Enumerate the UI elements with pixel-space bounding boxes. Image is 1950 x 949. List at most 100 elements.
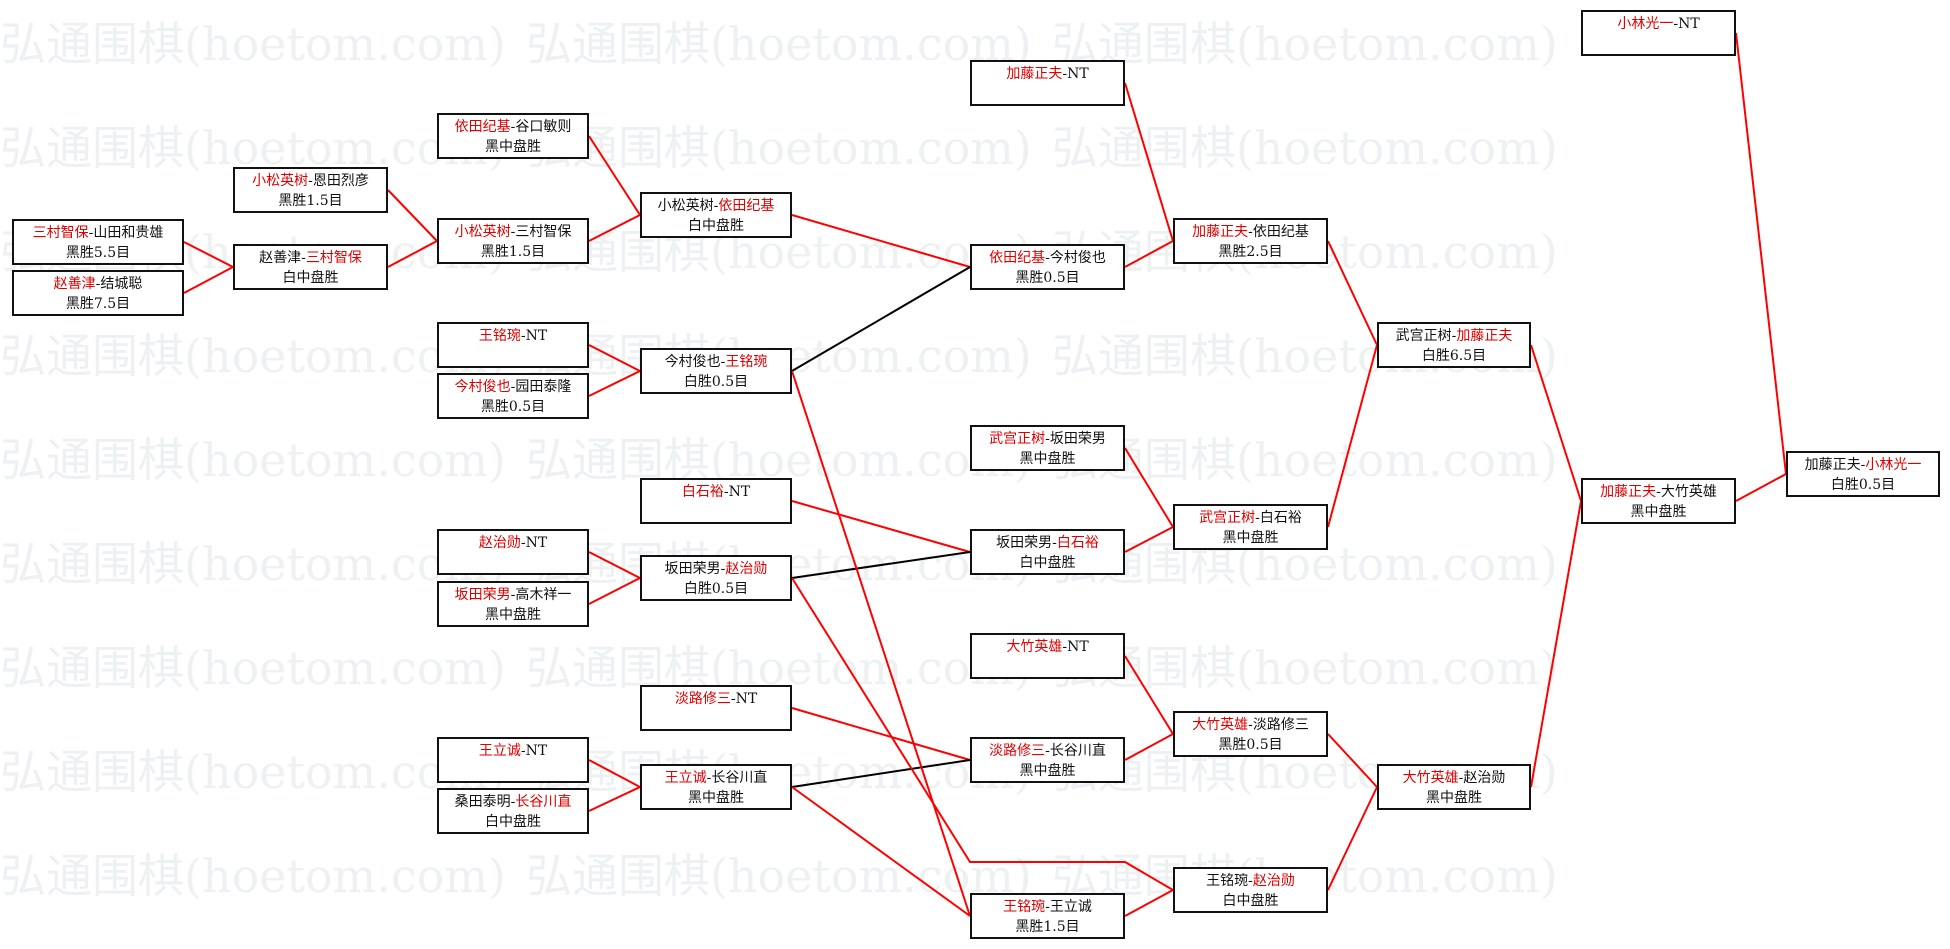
winner-connector-line <box>1735 473 1787 502</box>
match-players: 大竹英雄-淡路修三 <box>1175 715 1326 735</box>
match-players: 三村智保-山田和贵雄 <box>14 223 182 243</box>
watermark-text: 弘通围棋(hoetom.com) <box>1051 641 1558 695</box>
player-black-winner: 小松英树 <box>454 224 511 240</box>
match-box[interactable]: 王铭琬-王立诚 黑胜1.5目 <box>970 893 1125 939</box>
match-box[interactable]: 今村俊也-王铭琬 白胜0.5目 <box>640 348 792 394</box>
winner-connector-line <box>791 786 971 917</box>
match-box[interactable]: 武宫正树-坂田荣男 黑中盘胜 <box>970 425 1125 471</box>
match-players: 赵治勋-NT <box>439 533 587 553</box>
winner-connector-line <box>588 370 641 397</box>
match-players: 淡路修三-长谷川直 <box>972 741 1123 761</box>
match-players: 小林光一-NT <box>1583 14 1734 34</box>
match-box[interactable]: 淡路修三-长谷川直 黑中盘胜 <box>970 737 1125 783</box>
match-box[interactable]: 淡路修三-NT <box>640 685 792 731</box>
player-white: NT <box>525 328 548 344</box>
separator: - <box>1045 250 1050 266</box>
match-box[interactable]: 王立诚-长谷川直 黑中盘胜 <box>640 764 792 810</box>
player-black-winner: 今村俊也 <box>454 379 511 395</box>
match-result: 黑胜7.5目 <box>65 296 131 312</box>
watermark-text: 弘通围棋(hoetom.com) <box>0 849 506 903</box>
winner-connector-line <box>387 240 438 268</box>
match-players: 依田纪基-谷口敏则 <box>439 117 587 137</box>
match-box[interactable]: 依田纪基-谷口敏则 黑中盘胜 <box>437 113 589 159</box>
match-box[interactable]: 加藤正夫-依田纪基 黑胜2.5目 <box>1173 218 1328 264</box>
player-white: 白石裕 <box>1259 510 1302 526</box>
separator: - <box>1451 328 1457 344</box>
separator: - <box>1052 535 1057 551</box>
match-box[interactable]: 白石裕-NT <box>640 478 792 524</box>
match-result: 白胜0.5目 <box>683 374 749 390</box>
match-box[interactable]: 依田纪基-今村俊也 黑胜0.5目 <box>970 244 1125 290</box>
match-result: 黑胜0.5目 <box>1015 270 1080 286</box>
match-box[interactable]: 王立诚-NT <box>437 737 589 783</box>
player-black-winner: 小林光一 <box>1617 16 1674 32</box>
player-white: NT <box>1067 639 1089 655</box>
match-box[interactable]: 小林光一-NT <box>1581 10 1736 56</box>
winner-connector-line <box>791 370 971 917</box>
player-black-winner: 依田纪基 <box>454 119 511 135</box>
match-players: 王铭琬-NT <box>439 326 587 346</box>
separator: - <box>1458 770 1464 786</box>
match-players: 今村俊也-园田泰隆 <box>439 377 587 397</box>
watermark: 弘通围棋(hoetom.com)弘通围棋(hoetom.com)弘通围棋(hoe… <box>0 638 1578 698</box>
match-box[interactable]: 坂田荣男-赵治勋 白胜0.5目 <box>640 555 792 601</box>
match-box[interactable]: 大竹英雄-淡路修三 黑胜0.5目 <box>1173 711 1328 757</box>
match-box[interactable]: 赵善津-结城聪 黑胜7.5目 <box>12 270 184 316</box>
match-box[interactable]: 桑田泰明-长谷川直 白中盘胜 <box>437 788 589 834</box>
winner-connector-line <box>1124 889 1174 917</box>
match-result: 白胜6.5目 <box>1421 348 1487 364</box>
match-players: 坂田荣男-赵治勋 <box>642 559 790 579</box>
match-players: 赵善津-三村智保 <box>235 248 386 268</box>
player-white-winner: 小林光一 <box>1865 457 1922 473</box>
match-box[interactable]: 武宫正树-加藤正夫 白胜6.5目 <box>1377 322 1531 368</box>
match-box[interactable]: 加藤正夫-大竹英雄 黑中盘胜 <box>1581 478 1736 524</box>
player-white: NT <box>735 691 758 707</box>
player-black-winner: 王铭琬 <box>1003 899 1046 915</box>
match-players: 王铭琬-赵治勋 <box>1175 871 1326 891</box>
match-players: 坂田荣男-高木祥一 <box>439 585 587 605</box>
match-box[interactable]: 今村俊也-园田泰隆 黑胜0.5目 <box>437 373 589 419</box>
watermark: 弘通围棋(hoetom.com)弘通围棋(hoetom.com)弘通围棋(hoe… <box>0 846 1578 906</box>
player-white: 高木祥一 <box>515 587 572 603</box>
match-box[interactable]: 小松英树-三村智保 黑胜1.5目 <box>437 218 589 264</box>
watermark-text: 弘通围棋(hoetom.com) <box>1051 433 1558 487</box>
separator: - <box>1062 66 1068 82</box>
watermark-text: 弘通围棋(hoetom.com) <box>0 745 506 799</box>
match-result: 白中盘胜 <box>688 218 744 234</box>
match-result: 白胜0.5目 <box>1830 477 1896 493</box>
match-box[interactable]: 赵善津-三村智保 白中盘胜 <box>233 244 388 290</box>
match-box[interactable]: 加藤正夫-小林光一 白胜0.5目 <box>1786 451 1940 497</box>
player-black-winner: 赵善津 <box>53 276 96 292</box>
player-black: 坂田荣男 <box>996 535 1053 551</box>
match-box[interactable]: 加藤正夫-NT <box>970 60 1125 106</box>
player-black-winner: 加藤正夫 <box>1192 224 1249 240</box>
player-white-winner: 加藤正夫 <box>1456 328 1513 344</box>
match-box[interactable]: 小松英树-依田纪基 白中盘胜 <box>640 192 792 238</box>
match-result: 黑中盘胜 <box>688 790 744 806</box>
match-players: 加藤正夫-NT <box>972 64 1123 84</box>
separator: - <box>1248 224 1253 240</box>
match-players: 白石裕-NT <box>642 482 790 502</box>
match-box[interactable]: 坂田荣男-白石裕 白中盘胜 <box>970 529 1125 575</box>
match-box[interactable]: 武宫正树-白石裕 黑中盘胜 <box>1173 504 1328 550</box>
winner-connector-line <box>183 241 234 268</box>
winner-connector-line <box>1124 655 1174 735</box>
match-box[interactable]: 小松英树-恩田烈彦黑胜1.5目 <box>233 167 388 213</box>
player-white-winner: 白石裕 <box>1056 535 1099 551</box>
match-box[interactable]: 大竹英雄-赵治勋 黑中盘胜 <box>1377 764 1531 810</box>
player-white-winner: 长谷川直 <box>515 794 572 810</box>
match-box[interactable]: 王铭琬-赵治勋 白中盘胜 <box>1173 867 1328 913</box>
watermark-text: 弘通围棋(hoetom.com) <box>1051 121 1558 175</box>
player-white-winner: 依田纪基 <box>718 198 775 214</box>
player-black-winner: 坂田荣男 <box>454 587 511 603</box>
match-box[interactable]: 坂田荣男-高木祥一 黑中盘胜 <box>437 581 589 627</box>
match-players: 小松英树-恩田烈彦 <box>235 171 386 191</box>
separator: - <box>510 587 516 603</box>
match-box[interactable]: 赵治勋-NT <box>437 529 589 575</box>
match-box[interactable]: 三村智保-山田和贵雄 黑胜5.5目 <box>12 219 184 265</box>
match-box[interactable]: 王铭琬-NT <box>437 322 589 368</box>
match-result: 黑中盘胜 <box>1426 790 1482 806</box>
match-result: 黑胜1.5目 <box>278 193 343 209</box>
match-box[interactable]: 大竹英雄-NT <box>970 633 1125 679</box>
player-white: 大竹英雄 <box>1660 484 1717 500</box>
